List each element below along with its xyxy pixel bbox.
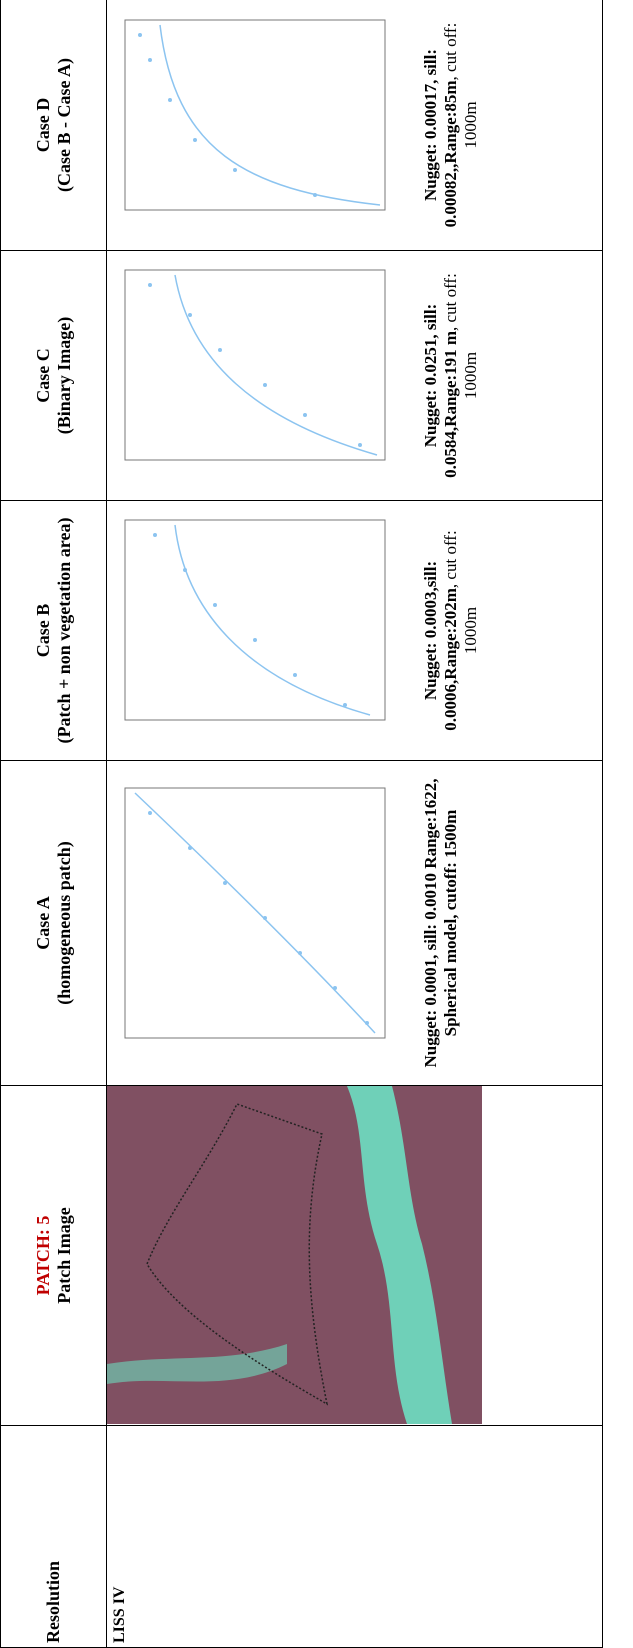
case-title: Case B xyxy=(32,603,53,658)
header-cell: Case A (homogeneous patch) xyxy=(0,760,107,1086)
case-subtitle: (homogeneous patch) xyxy=(53,841,74,1005)
header-text: Patch Image xyxy=(53,1207,74,1304)
cell: Nugget: 0.0001, sill: 0.0010 Range:1622,… xyxy=(106,760,603,1086)
patch-label: PATCH: 5 xyxy=(32,1215,53,1296)
table: Resolution PATCH: 5 Patch Image Case A (ho… xyxy=(0,0,603,1648)
variogram-plot xyxy=(124,270,386,461)
cell: LISS IV xyxy=(106,1425,603,1648)
patch-image xyxy=(107,1086,482,1425)
case-subtitle: (Binary Image) xyxy=(53,316,74,435)
variogram-plot xyxy=(124,787,386,1039)
resolution: LISS IV xyxy=(111,1586,128,1643)
cell: Nugget: 0.0251, sill: 0.0584,Range:191 m… xyxy=(106,250,603,501)
params: Nugget: 0.0003,sill: 0.0006,Range:202m, … xyxy=(421,505,481,756)
header-text: Resolution xyxy=(43,1560,63,1643)
page: Resolution PATCH: 5 Patch Image Case A (ho… xyxy=(0,0,603,1648)
params: Nugget: 0.00017, sill: 0.00082,,Range:85… xyxy=(421,4,481,246)
params: Nugget: 0.0251, sill: 0.0584,Range:191 m… xyxy=(421,255,481,496)
case-title: Case C xyxy=(32,348,53,403)
case-subtitle: (Case B - Case A) xyxy=(53,58,74,192)
cell: Nugget: 0.00017, sill: 0.00082,,Range:85… xyxy=(106,0,603,251)
cell: Nugget: 0.0003,sill: 0.0006,Range:202m, … xyxy=(106,500,603,761)
case-subtitle: (Patch + non vegetation area) xyxy=(53,517,74,744)
variogram-plot xyxy=(124,19,386,211)
variogram-plot xyxy=(124,520,386,721)
case-title: Case D xyxy=(32,97,53,153)
params: Nugget: 0.0001, sill: 0.0010 Range:1622,… xyxy=(421,765,461,1081)
case-title: Case A xyxy=(32,896,53,950)
params-bold: Nugget: 0.0001, sill: 0.0010 Range:1622,… xyxy=(421,778,460,1068)
header-cell: Resolution xyxy=(0,1425,107,1648)
data-row: LISS IV Nugget: 0.0001, sill: 0.0010 Ran… xyxy=(106,0,603,1648)
header-cell: Case D (Case B - Case A) xyxy=(0,0,107,251)
header-cell: PATCH: 5 Patch Image xyxy=(0,1085,107,1426)
header-row: Resolution PATCH: 5 Patch Image Case A (ho… xyxy=(0,0,107,1648)
header-cell: Case B (Patch + non vegetation area) xyxy=(0,500,107,761)
header-cell: Case C (Binary Image) xyxy=(0,250,107,501)
cell xyxy=(106,1085,603,1426)
